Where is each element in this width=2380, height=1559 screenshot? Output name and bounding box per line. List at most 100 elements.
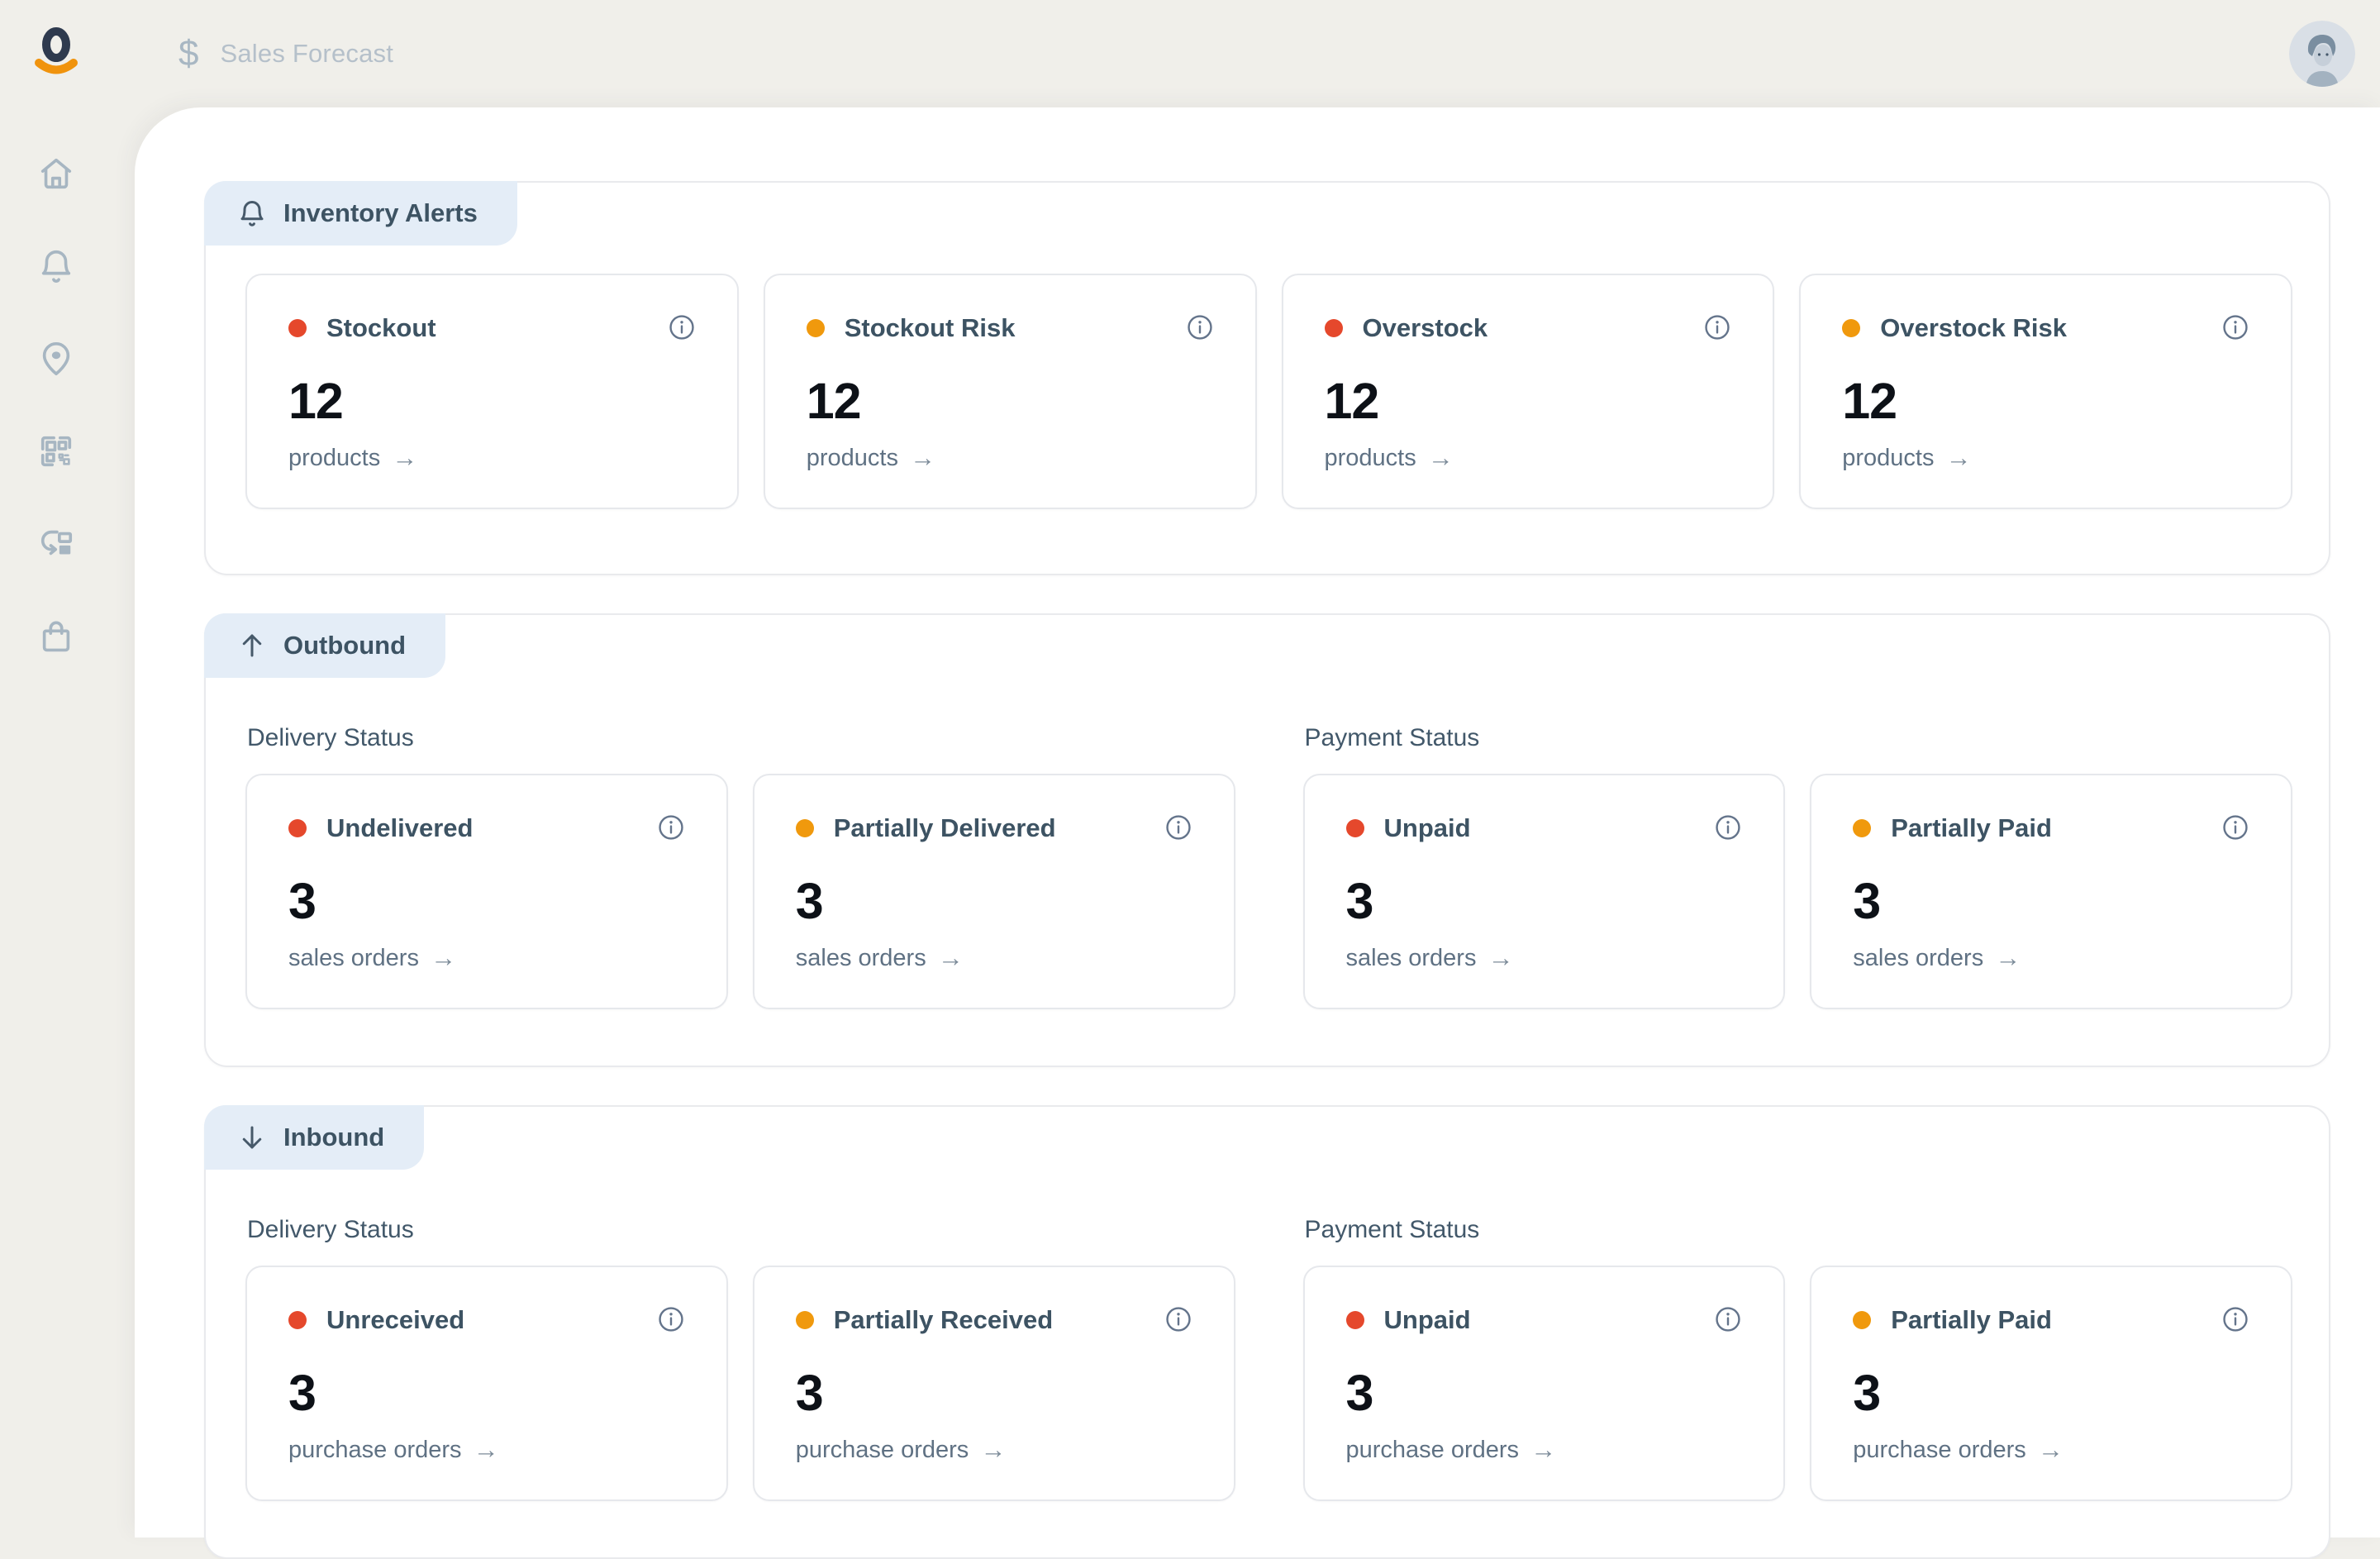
arrow-right-icon: → xyxy=(1427,443,1454,472)
card-value: 3 xyxy=(1345,873,1374,929)
card-title: Partially Paid xyxy=(1891,813,2052,842)
info-icon[interactable] xyxy=(1714,813,1744,843)
card-title: Overstock Risk xyxy=(1880,313,2067,342)
stat-card-partially-delivered: Partially Delivered 3 sales orders → xyxy=(752,774,1235,1009)
card-link[interactable]: products → xyxy=(1842,443,1972,472)
topbar: $ Sales Forecast xyxy=(0,0,2380,107)
scan-qr-icon[interactable] xyxy=(36,431,76,471)
info-icon[interactable] xyxy=(668,313,697,343)
arrow-right-icon: → xyxy=(1995,943,2021,972)
arrow-right-icon: → xyxy=(1945,443,1972,472)
card-value: 12 xyxy=(1324,373,1380,429)
sidebar xyxy=(0,107,135,1538)
card-link[interactable]: products → xyxy=(806,443,935,472)
info-icon[interactable] xyxy=(2221,313,2251,343)
card-link[interactable]: products → xyxy=(288,443,418,472)
shopping-bag-icon[interactable] xyxy=(36,617,76,656)
card-link[interactable]: sales orders → xyxy=(1853,943,2021,972)
app-logo-icon[interactable] xyxy=(31,22,81,85)
card-value: 3 xyxy=(288,873,317,929)
home-icon[interactable] xyxy=(36,154,76,193)
card-value: 3 xyxy=(795,1365,824,1421)
section-title: Inbound xyxy=(283,1123,385,1151)
stat-card-partially-paid: Partially Paid 3 sales orders → xyxy=(1810,774,2292,1009)
arrow-right-icon: → xyxy=(937,943,964,972)
section-badge: Outbound xyxy=(204,613,446,678)
info-icon[interactable] xyxy=(1164,1305,1194,1335)
map-pin-icon[interactable] xyxy=(36,339,76,379)
stat-card-overstock: Overstock 12 products → xyxy=(1281,274,1775,509)
card-value: 12 xyxy=(806,373,862,429)
stat-card-partially-paid: Partially Paid 3 purchase orders → xyxy=(1810,1266,2292,1501)
status-dot xyxy=(1842,319,1861,337)
stat-card-overstock-risk: Overstock Risk 12 products → xyxy=(1799,274,2292,509)
group-heading: Payment Status xyxy=(1304,1216,1480,1243)
info-icon[interactable] xyxy=(1703,313,1733,343)
payment-status-group: Payment Status Unpaid 3 xyxy=(1302,1194,2292,1501)
main-content: Inventory Alerts Stockout 12 products xyxy=(135,107,2380,1559)
page-head: $ Sales Forecast xyxy=(178,33,393,74)
card-title: Unpaid xyxy=(1383,813,1471,842)
dollar-icon: $ xyxy=(178,33,199,74)
card-link[interactable]: sales orders → xyxy=(288,943,456,972)
info-icon[interactable] xyxy=(1164,813,1194,843)
section-outbound: Outbound Delivery Status Undelivered xyxy=(204,613,2330,1067)
card-link[interactable]: purchase orders → xyxy=(795,1435,1007,1464)
status-dot xyxy=(1324,319,1343,337)
status-dot xyxy=(1345,819,1364,837)
card-link[interactable]: purchase orders → xyxy=(288,1435,499,1464)
card-link[interactable]: purchase orders → xyxy=(1345,1435,1557,1464)
stat-card-unpaid: Unpaid 3 sales orders → xyxy=(1302,774,1786,1009)
card-value: 12 xyxy=(288,373,344,429)
page-title: Sales Forecast xyxy=(220,39,394,68)
info-icon[interactable] xyxy=(1714,1305,1744,1335)
bell-icon[interactable] xyxy=(36,246,76,286)
arrow-right-icon: → xyxy=(2037,1435,2063,1464)
card-value: 3 xyxy=(1345,1365,1374,1421)
status-dot xyxy=(288,319,307,337)
info-icon[interactable] xyxy=(2221,1305,2251,1335)
card-link[interactable]: purchase orders → xyxy=(1853,1435,2063,1464)
info-icon[interactable] xyxy=(2221,813,2251,843)
stat-card-stockout-risk: Stockout Risk 12 products → xyxy=(763,274,1257,509)
card-title: Unpaid xyxy=(1383,1305,1471,1334)
card-title: Stockout Risk xyxy=(844,313,1016,342)
arrow-up-icon xyxy=(242,634,262,657)
bell-icon xyxy=(240,201,264,226)
group-heading: Payment Status xyxy=(1304,724,1480,751)
section-title: Outbound xyxy=(283,631,407,660)
arrow-right-icon: → xyxy=(909,443,935,472)
user-avatar[interactable] xyxy=(2289,21,2355,87)
transfer-flow-icon[interactable] xyxy=(36,524,76,564)
card-title: Unreceived xyxy=(326,1305,465,1334)
group-heading: Delivery Status xyxy=(247,724,414,751)
arrow-right-icon: → xyxy=(1488,943,1514,972)
card-title: Partially Received xyxy=(833,1305,1054,1334)
payment-status-group: Payment Status Unpaid 3 xyxy=(1302,703,2292,1009)
info-icon[interactable] xyxy=(657,1305,687,1335)
info-icon[interactable] xyxy=(657,813,687,843)
card-value: 3 xyxy=(795,873,824,929)
status-dot xyxy=(806,319,825,337)
arrow-right-icon: → xyxy=(473,1435,499,1464)
arrow-right-icon: → xyxy=(430,943,456,972)
stat-card-undelivered: Undelivered 3 sales orders → xyxy=(245,774,728,1009)
section-badge: Inventory Alerts xyxy=(204,181,517,246)
stat-card-unreceived: Unreceived 3 purchase orders → xyxy=(245,1266,728,1501)
card-value: 3 xyxy=(1853,873,1881,929)
info-icon[interactable] xyxy=(1186,313,1216,343)
stat-card-unpaid: Unpaid 3 purchase orders → xyxy=(1302,1266,1786,1501)
card-link[interactable]: sales orders → xyxy=(795,943,964,972)
card-value: 3 xyxy=(1853,1365,1881,1421)
card-title: Overstock xyxy=(1362,313,1488,342)
stat-card-partially-received: Partially Received 3 purchase orders → xyxy=(752,1266,1235,1501)
arrow-right-icon: → xyxy=(980,1435,1007,1464)
status-dot xyxy=(1853,1311,1872,1329)
card-link[interactable]: products → xyxy=(1324,443,1454,472)
card-link[interactable]: sales orders → xyxy=(1345,943,1514,972)
card-value: 12 xyxy=(1842,373,1897,429)
card-value: 3 xyxy=(288,1365,317,1421)
status-dot xyxy=(1345,1311,1364,1329)
status-dot xyxy=(795,1311,814,1329)
group-heading: Delivery Status xyxy=(247,1216,414,1243)
